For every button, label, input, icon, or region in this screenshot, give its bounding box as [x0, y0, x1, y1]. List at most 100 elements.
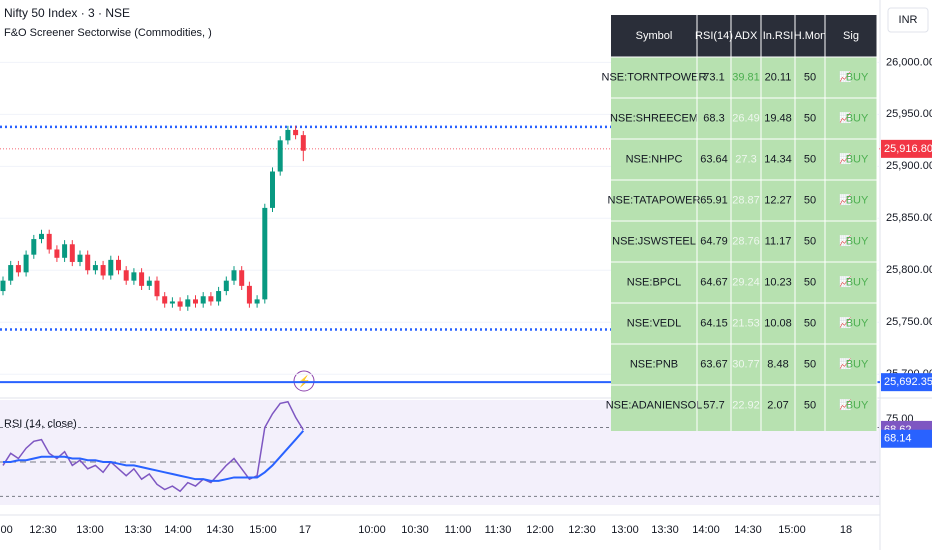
ma-badge-bg: [881, 429, 932, 448]
table-cell: NSE:BPCL: [627, 276, 681, 288]
table-cell: 29.24: [732, 276, 760, 288]
table-header: ADX: [735, 30, 758, 42]
table-cell: 57.7: [703, 399, 724, 411]
table-cell: 68.3: [703, 112, 724, 124]
y-tick-label: 25,900.00: [886, 160, 932, 172]
candle-body: [200, 296, 206, 304]
time-label: 11:30: [485, 524, 512, 536]
last-price-badge: 25,916.80: [884, 143, 932, 155]
table-header: In.RSI: [763, 30, 794, 42]
table-cell: 39.81: [732, 71, 760, 83]
table-cell: BUY: [846, 112, 869, 124]
rsi-title: RSI (14, close): [4, 418, 77, 430]
table-cell: 65.91: [700, 194, 728, 206]
candle-body: [69, 244, 75, 262]
signal-icon: 📈: [839, 398, 851, 411]
candle-body: [108, 259, 114, 276]
candle-body: [139, 272, 145, 286]
ma-badge: 68.14: [884, 433, 912, 445]
candle-body: [146, 280, 152, 286]
candle-body: [92, 265, 98, 271]
candle-body: [254, 299, 260, 304]
table-cell: BUY: [846, 235, 869, 247]
table-header: RSI(14): [695, 30, 733, 42]
table-cell: BUY: [846, 153, 869, 165]
time-label: 12:00: [526, 524, 554, 536]
table-cell: 63.64: [700, 153, 728, 165]
candle-body: [0, 280, 6, 292]
table-header: Sig: [843, 30, 859, 42]
y-tick-label: 25,750.00: [886, 316, 932, 328]
signal-icon: 📈: [839, 152, 851, 165]
table-cell: BUY: [846, 358, 869, 370]
table-cell: 2.07: [767, 399, 788, 411]
table-cell: 11.17: [765, 235, 792, 247]
table-cell: 12.27: [764, 194, 792, 206]
table-cell: 50: [804, 317, 816, 329]
table-cell: 8.48: [767, 358, 788, 370]
candle-body: [31, 239, 37, 255]
table-cell: 50: [804, 194, 816, 206]
time-label: 14:30: [206, 524, 234, 536]
y-tick-label: 25,850.00: [886, 212, 932, 224]
table-cell: 30.77: [732, 358, 760, 370]
candle-body: [46, 233, 52, 250]
table-cell: 63.67: [700, 358, 728, 370]
table-cell: NSE:NHPC: [626, 153, 683, 165]
candle-body: [123, 270, 129, 281]
ma-values: [3, 430, 305, 482]
table-cell: 19.48: [764, 112, 792, 124]
table-cell: NSE:PNB: [630, 358, 678, 370]
candle-body: [116, 259, 121, 271]
table-cell: 22.92: [732, 399, 760, 411]
y-tick-label: 25,800.00: [886, 264, 932, 276]
table-cell: 50: [804, 153, 816, 165]
signal-icon: 📈: [839, 357, 851, 370]
time-label: 15:00: [249, 524, 277, 536]
candle-body: [100, 265, 106, 276]
time-label: 15:00: [778, 524, 806, 536]
candle-body: [193, 299, 198, 304]
table-cell: BUY: [846, 399, 869, 411]
candle-body: [262, 207, 268, 300]
time-label: 12:30: [568, 524, 596, 536]
table-cell: 14.34: [764, 153, 792, 165]
table-cell: 50: [804, 112, 816, 124]
candle-body: [154, 280, 160, 297]
candle-body: [277, 140, 283, 172]
symbol-title: Nifty 50 Index · 3 · NSE: [4, 6, 130, 20]
table-cell: BUY: [846, 194, 869, 206]
level-price-badge-bg: [881, 373, 932, 392]
table-cell: NSE:SHREECEM: [610, 112, 698, 124]
table-header-bg: [611, 15, 877, 57]
signal-icon: 📈: [839, 316, 851, 329]
table-cell: 73.1: [703, 71, 724, 83]
candle-body: [62, 244, 68, 258]
candle-body: [185, 299, 191, 307]
time-label: 17: [299, 524, 311, 536]
time-label: 13:30: [651, 524, 679, 536]
signal-icon: 📈: [839, 234, 851, 247]
candle-body: [169, 301, 175, 304]
currency-button[interactable]: [887, 7, 929, 33]
candle-body: [239, 270, 245, 286]
table-cell: NSE:TORNTPOWER: [602, 71, 707, 83]
currency[interactable]: INR: [899, 14, 918, 26]
table-cell: 50: [804, 71, 816, 83]
event-marker[interactable]: [293, 370, 315, 392]
table-cell: NSE:JSWSTEEL: [612, 235, 696, 247]
table-cell: BUY: [846, 317, 869, 329]
candle-body: [177, 301, 183, 307]
time-label: 11:00: [445, 524, 472, 536]
candle-body: [208, 296, 214, 302]
table-cell: 64.15: [700, 317, 728, 329]
signal-icon: 📈: [839, 275, 851, 288]
time-label: 14:00: [164, 524, 192, 536]
table-cell: BUY: [846, 276, 869, 288]
table-cell: BUY: [846, 71, 869, 83]
table-cell: 26.49: [732, 112, 760, 124]
time-label: 13:00: [611, 524, 639, 536]
last-price-badge-bg: [881, 139, 932, 158]
